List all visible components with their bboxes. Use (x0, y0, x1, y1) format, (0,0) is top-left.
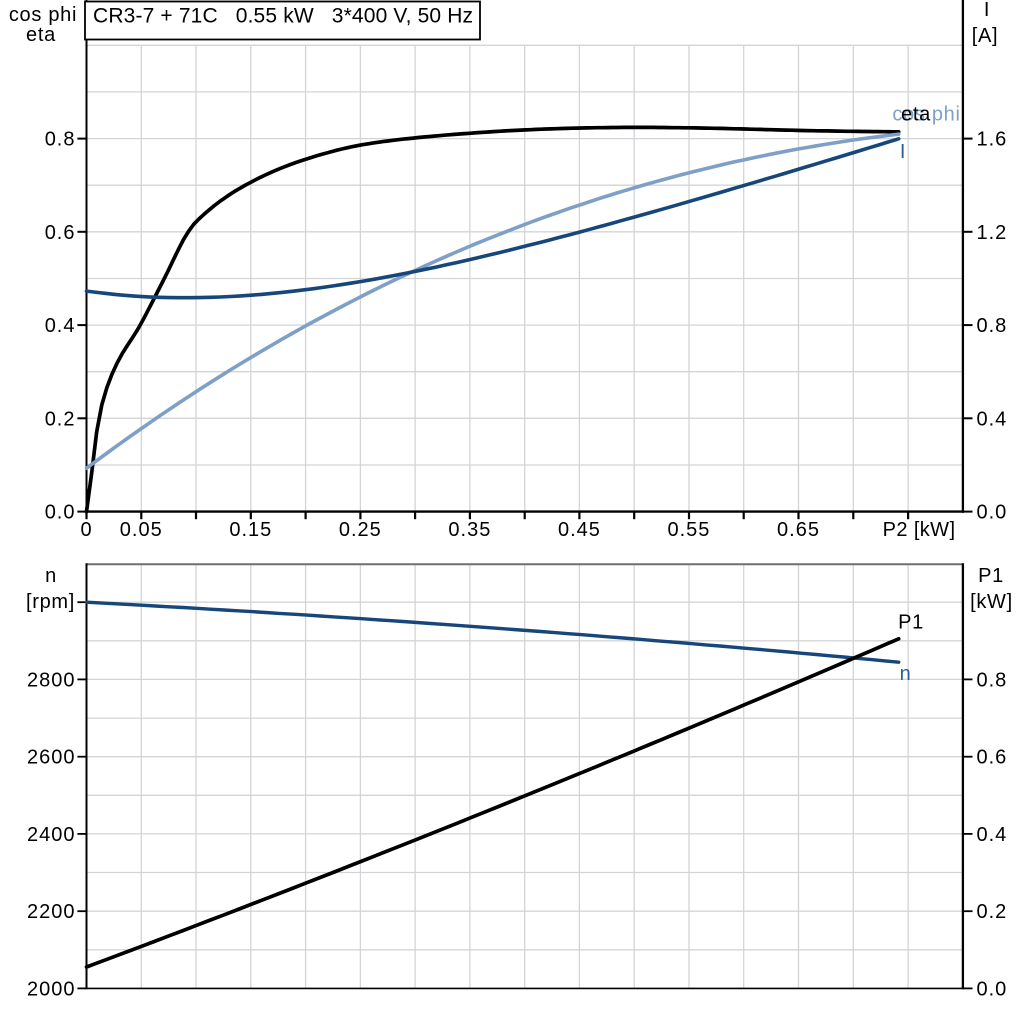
svg-text:0.05: 0.05 (120, 519, 163, 541)
svg-text:[kW]: [kW] (970, 591, 1013, 613)
svg-text:0.4: 0.4 (977, 824, 1008, 846)
svg-text:0.8: 0.8 (45, 129, 76, 151)
svg-text:0.8: 0.8 (977, 669, 1008, 691)
svg-text:[A]: [A] (972, 25, 999, 47)
svg-text:1.6: 1.6 (977, 129, 1008, 151)
svg-text:n: n (45, 565, 57, 587)
svg-text:0.0: 0.0 (45, 502, 76, 524)
svg-text:0.0: 0.0 (977, 502, 1008, 524)
svg-text:0.6: 0.6 (977, 747, 1008, 769)
svg-text:I: I (984, 0, 990, 21)
svg-text:2400: 2400 (27, 824, 76, 846)
svg-text:eta: eta (26, 24, 56, 46)
svg-text:0.4: 0.4 (977, 408, 1008, 430)
svg-text:0.2: 0.2 (977, 901, 1008, 923)
svg-text:0.55: 0.55 (668, 519, 711, 541)
svg-text:cos phi: cos phi (9, 4, 77, 26)
svg-text:0.6: 0.6 (45, 222, 76, 244)
svg-text:[rpm]: [rpm] (26, 591, 75, 613)
svg-text:2600: 2600 (27, 747, 76, 769)
svg-text:0.45: 0.45 (558, 519, 601, 541)
svg-text:0.65: 0.65 (777, 519, 820, 541)
svg-text:CR3-7 + 71C 0.55 kW 3*400: CR3-7 + 71C 0.55 kW 3*400 V, 50 Hz (93, 4, 473, 27)
svg-text:0: 0 (80, 519, 92, 541)
svg-text:1.2: 1.2 (977, 222, 1008, 244)
svg-text:0.2: 0.2 (45, 408, 76, 430)
svg-text:cos phi: cos phi (892, 104, 960, 126)
svg-text:0.35: 0.35 (448, 519, 491, 541)
svg-text:2800: 2800 (27, 669, 76, 691)
svg-text:0.25: 0.25 (339, 519, 382, 541)
svg-text:I: I (900, 141, 906, 163)
svg-text:2000: 2000 (27, 978, 76, 1000)
svg-text:P2 [kW]: P2 [kW] (883, 519, 956, 541)
svg-text:n: n (900, 663, 912, 685)
svg-text:eta: eta (901, 104, 931, 126)
svg-text:2200: 2200 (27, 901, 76, 923)
svg-text:0.0: 0.0 (977, 978, 1008, 1000)
svg-text:0.4: 0.4 (45, 315, 76, 337)
svg-text:0.15: 0.15 (229, 519, 272, 541)
svg-text:P1: P1 (978, 565, 1004, 587)
svg-text:P1: P1 (898, 612, 924, 634)
svg-text:0.8: 0.8 (977, 315, 1008, 337)
